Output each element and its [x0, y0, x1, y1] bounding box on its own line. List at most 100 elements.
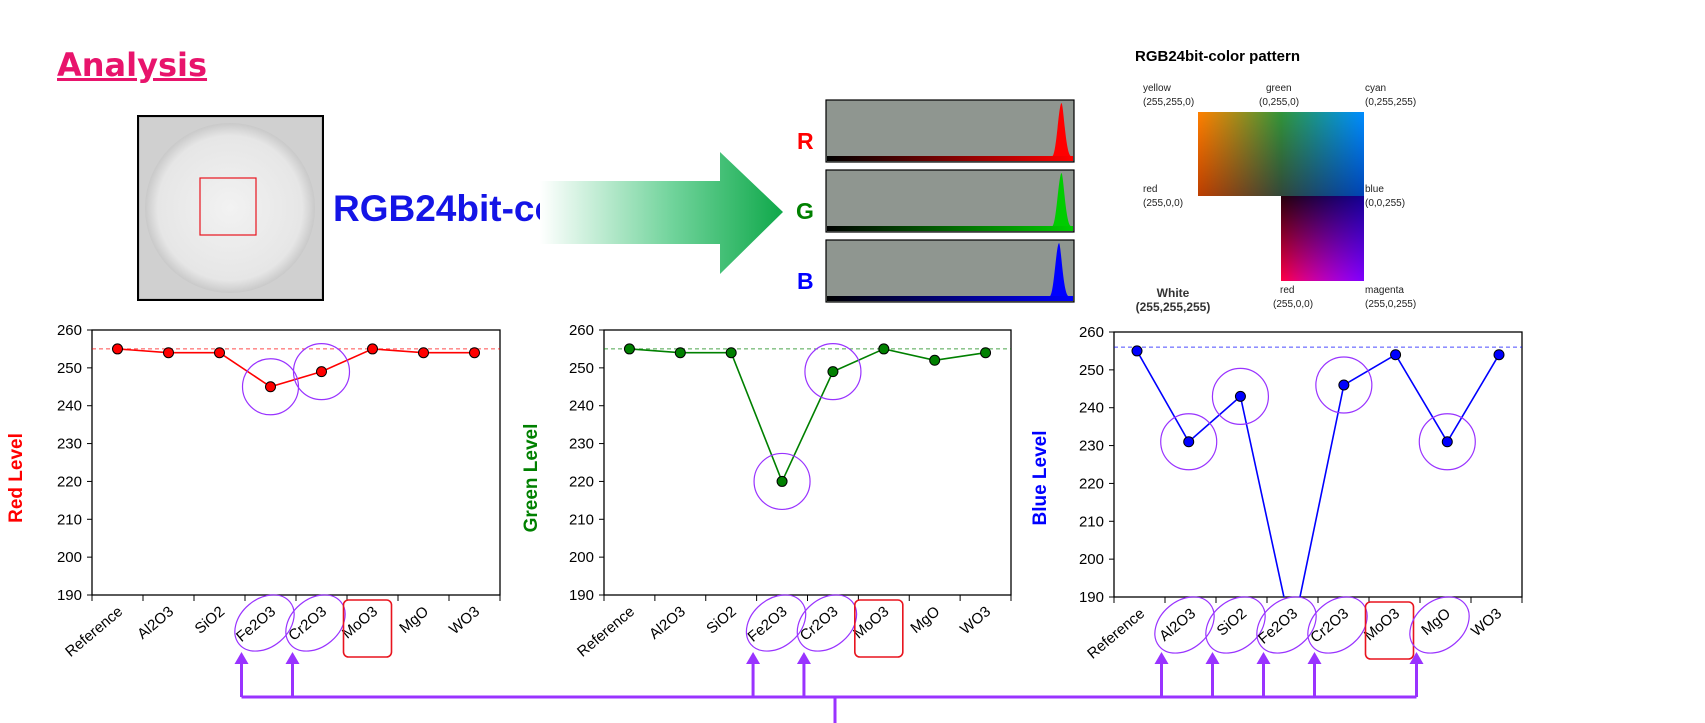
y-tick-label: 260 [57, 322, 82, 339]
data-point [367, 343, 378, 355]
x-tick-label: MgO [907, 603, 943, 637]
highlight-circle [804, 343, 862, 401]
data-point [1131, 345, 1143, 357]
x-tick-label: Reference [1084, 605, 1148, 663]
connector-arrowhead [1205, 652, 1220, 664]
y-tick-label: 200 [569, 549, 594, 566]
pattern-label-green: green (0,255,0) [1259, 83, 1300, 108]
highlight-ellipse [1409, 596, 1470, 654]
data-point [1390, 349, 1402, 361]
histogram-frame-r [825, 99, 1075, 163]
y-axis-label: Blue Level [1030, 430, 1051, 525]
series-line [1136, 350, 1500, 597]
sample-photo [137, 115, 324, 301]
histogram-scale-g [827, 226, 1073, 231]
data-point [1183, 436, 1195, 448]
data-point [1234, 390, 1246, 402]
x-tick-label: Reference [62, 603, 126, 661]
rgb-histograms [825, 99, 1075, 303]
chart-panel-2: 190 200 210 220 230 240 250 260 Reference Al2O3 Si… [521, 322, 1012, 661]
y-tick-label: 230 [57, 436, 82, 453]
connector-arrowhead [746, 652, 761, 664]
data-point [1441, 436, 1453, 448]
y-tick-label: 230 [569, 436, 594, 453]
y-tick-label: 230 [1079, 438, 1104, 455]
x-tick-label: MgO [396, 603, 432, 637]
roi-box [199, 177, 257, 236]
x-tick-label: SiO2 [1214, 605, 1250, 639]
data-point [214, 347, 225, 359]
data-point [878, 343, 890, 355]
x-tick-label: Al2O3 [646, 603, 689, 643]
chart-panel-3: 190 200 210 220 230 240 250 260 Reference Al2O3 Si… [1030, 324, 1523, 663]
highlight-ellipse [1205, 596, 1266, 654]
plot-area [603, 329, 1012, 596]
x-tick-label: WO3 [957, 603, 994, 638]
histogram-label-g: G [796, 198, 814, 224]
pattern-label-cyan: cyan (0,255,255) [1365, 83, 1417, 108]
histogram-scale-b [827, 296, 1073, 301]
data-point [725, 347, 737, 359]
data-point [980, 347, 992, 359]
y-tick-label: 210 [1079, 513, 1104, 530]
histogram-frame-b [825, 239, 1075, 303]
x-tick-label: WO3 [1468, 605, 1505, 640]
highlight-ellipse [234, 594, 295, 652]
x-tick-label: MoO3 [339, 603, 381, 642]
data-point [1493, 349, 1505, 361]
pattern-label-yellow: yellow (255,255,0) [1143, 83, 1195, 108]
x-tick-label: MgO [1418, 605, 1454, 639]
x-tick-label: SiO2 [703, 603, 739, 637]
pattern-label-blue: blue (0,0,255) [1365, 184, 1406, 209]
histogram-peak-g [1052, 173, 1071, 226]
y-tick-label: 250 [57, 360, 82, 377]
data-point [418, 347, 429, 359]
y-axis-label: Red Level [6, 433, 27, 523]
plot-area [91, 329, 501, 596]
histogram-scale-r [827, 156, 1073, 161]
series-line [117, 348, 475, 388]
x-tick-label: SiO2 [192, 603, 228, 637]
y-tick-label: 190 [1079, 589, 1104, 606]
rgb-color-pattern [1198, 112, 1364, 281]
x-tick-label: Fe2O3 [745, 603, 791, 646]
plot-area [1113, 331, 1523, 598]
data-point [163, 347, 174, 359]
connector-arrowhead [1256, 652, 1271, 664]
y-tick-label: 240 [57, 398, 82, 415]
connector-arrowhead [796, 652, 811, 664]
data-point [929, 354, 941, 366]
data-point [469, 347, 480, 359]
data-point [265, 381, 276, 393]
highlight-box [854, 599, 904, 658]
data-point [316, 366, 327, 378]
pattern-label-red-left: red (255,0,0) [1143, 184, 1184, 209]
bottom-connector-arrows [234, 652, 1424, 723]
histogram-peak-r [1052, 103, 1071, 156]
x-tick-label: Fe2O3 [1255, 605, 1301, 648]
pattern-label-magenta: magenta (255,0,255) [1365, 285, 1417, 310]
highlight-box [342, 599, 393, 658]
histogram-frame-g [825, 169, 1075, 233]
data-point [623, 343, 635, 355]
connector-arrowhead [234, 652, 249, 664]
x-tick-label: Al2O3 [1156, 605, 1199, 645]
y-tick-label: 260 [1079, 324, 1104, 341]
x-tick-label: Fe2O3 [233, 603, 279, 646]
connector-arrowhead [1154, 652, 1169, 664]
y-tick-label: 200 [57, 549, 82, 566]
y-tick-label: 220 [1079, 475, 1104, 492]
x-tick-label: Al2O3 [134, 603, 177, 643]
y-axis-label: Green Level [521, 424, 542, 533]
highlight-ellipse [745, 594, 807, 652]
series-line [629, 348, 986, 484]
y-tick-label: 260 [569, 322, 594, 339]
highlight-circle [292, 343, 351, 401]
highlight-ellipse [1256, 596, 1317, 654]
data-point [827, 366, 839, 378]
data-point [776, 475, 788, 487]
highlight-box [1364, 601, 1415, 660]
y-tick-label: 240 [569, 398, 594, 415]
highlight-circle [1211, 367, 1270, 425]
y-tick-label: 190 [569, 587, 594, 604]
